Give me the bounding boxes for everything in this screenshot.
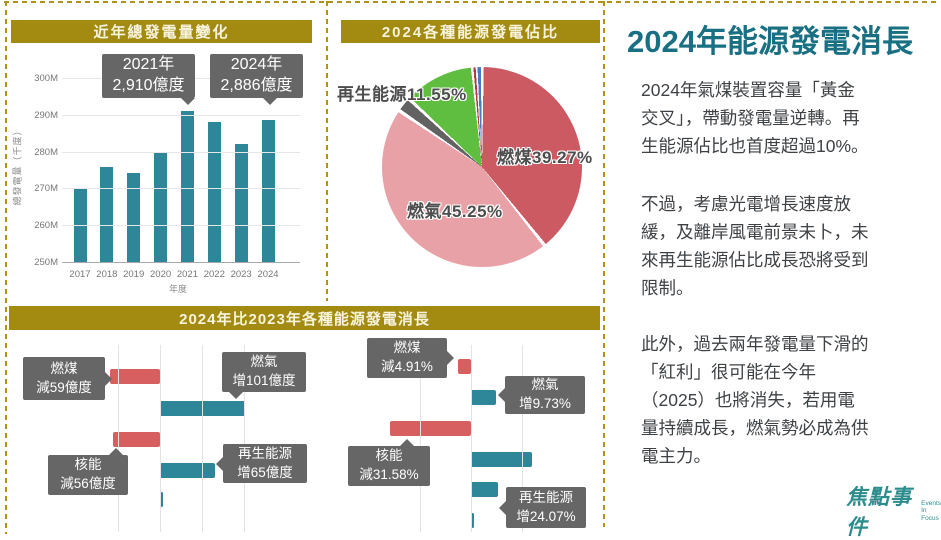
- divider-mid-charts: [326, 1, 328, 301]
- trend-y-axis-title: 總發電量（千度）: [12, 125, 23, 206]
- pie-label-coal: 燃煤39.27%: [497, 148, 593, 167]
- callout-name: 燃氣: [531, 377, 559, 393]
- divider-article: [603, 1, 605, 527]
- callout-change: 增101億度: [232, 373, 296, 388]
- callout-change: 減4.91%: [381, 359, 433, 374]
- publisher-logo-name: 焦點事件: [846, 486, 912, 539]
- change-bar: [471, 390, 496, 405]
- trend-gridline: [62, 188, 300, 190]
- change-gridline: [244, 345, 245, 532]
- callout-year: 2024年: [230, 56, 283, 74]
- change-gridline: [160, 345, 161, 532]
- pie-label-renewable: 再生能源11.55%: [337, 85, 467, 104]
- trend-bar: [154, 151, 168, 262]
- callout-2024-value: 2024年 2,886億度: [210, 54, 303, 105]
- callout-name: 再生能源: [238, 445, 292, 461]
- change-chart-header: 2024年比2023年各種能源發電消長: [9, 306, 600, 330]
- callout-gas-abs: 燃氣 增101億度: [222, 352, 306, 399]
- trend-x-axis-title: 年度: [168, 284, 187, 294]
- callout-name: 核能: [74, 457, 102, 473]
- change-bar: [471, 452, 533, 467]
- change-gridline: [118, 345, 119, 532]
- change-bar: [390, 421, 471, 436]
- callout-nuclear-pct: 核能 減31.58%: [348, 439, 430, 486]
- change-bar: [110, 369, 160, 384]
- callout-name: 燃氣: [250, 354, 278, 370]
- trend-chart-header: 近年總發電量變化: [11, 20, 312, 43]
- trend-ytick: 290M: [34, 109, 58, 121]
- change-bar: [160, 463, 215, 478]
- article-paragraph-1: 2024年氣煤裝置容量「黃金 交叉」，帶動發電量逆轉。再 生能源佔比也首度超過1…: [641, 80, 869, 156]
- callout-change: 增65億度: [237, 464, 293, 480]
- trend-xtick: 2023: [230, 269, 252, 280]
- callout-name: 核能: [375, 448, 403, 464]
- trend-gridline: [62, 225, 300, 227]
- trend-xtick: 2018: [96, 269, 118, 280]
- callout-2021-peak: 2021年 2,910億度: [102, 54, 195, 105]
- trend-xtick: 2019: [123, 269, 145, 280]
- callout-renewable-pct: 再生能源 增24.07%: [499, 487, 586, 528]
- callout-value: 2,910億度: [112, 77, 185, 94]
- trend-ytick: 300M: [34, 73, 58, 84]
- trend-xtick: 2020: [150, 269, 172, 280]
- change-gridline: [522, 345, 523, 532]
- callout-nuclear-abs: 核能 減56億度: [48, 448, 128, 495]
- trend-ytick: 270M: [34, 183, 58, 195]
- callout-gas-pct: 燃氣 增9.73%: [498, 376, 585, 414]
- trend-bar: [127, 172, 141, 262]
- trend-ytick: 280M: [34, 146, 58, 158]
- change-gridline: [420, 345, 421, 532]
- trend-bar: [234, 143, 248, 262]
- trend-gridline: [62, 262, 300, 263]
- callout-change: 減56億度: [60, 476, 116, 491]
- trend-bar: [100, 167, 114, 262]
- change-bar: [471, 513, 475, 528]
- callout-year: 2021年: [122, 56, 175, 74]
- energy-share-pie: [382, 67, 582, 267]
- callout-renewable-abs: 再生能源 增65億度: [216, 444, 307, 483]
- trend-ytick: 250M: [34, 257, 58, 268]
- callout-change: 增9.73%: [519, 396, 571, 411]
- article-paragraph-2: 不過，考慮光電增長速度放 緩，及離岸風電前景未卜，未 來再生能源佔比成長恐將受到…: [641, 194, 869, 298]
- trend-bar: [261, 119, 275, 262]
- divider-top: [4, 1, 937, 3]
- callout-coal-abs: 燃煤 減59億度: [23, 357, 112, 400]
- publisher-logo: 焦點事件 Events In Focus: [846, 481, 941, 540]
- change-gridline: [202, 345, 203, 532]
- trend-gridline: [62, 114, 300, 116]
- callout-value: 2,886億度: [220, 77, 293, 94]
- article-title: 2024年能源發電消長: [627, 24, 913, 59]
- change-bar: [160, 492, 164, 507]
- trend-gridline: [62, 151, 300, 153]
- trend-bar: [207, 121, 221, 262]
- trend-bar: [180, 111, 194, 262]
- pie-chart-header: 2024各種能源發電佔比: [341, 20, 600, 43]
- callout-name: 燃煤: [50, 360, 78, 376]
- pie-label-gas: 燃氣45.25%: [407, 202, 503, 221]
- callout-name: 再生能源: [519, 489, 573, 505]
- divider-left: [5, 1, 7, 534]
- change-bar: [112, 432, 160, 447]
- callout-change: 減31.58%: [359, 467, 419, 482]
- callout-coal-pct: 燃煤 減4.91%: [367, 338, 454, 378]
- callout-change: 增24.07%: [516, 508, 576, 524]
- trend-xtick: 2022: [203, 269, 225, 280]
- trend-xtick: 2017: [69, 269, 91, 280]
- change-bar: [471, 482, 499, 497]
- trend-xtick: 2024: [257, 269, 279, 280]
- change-bar: [458, 359, 471, 374]
- article-paragraph-3: 此外，過去兩年發電量下滑的 「紅利」很可能在今年 （2025）也將消失，若用電 …: [641, 334, 869, 466]
- callout-change: 減59億度: [36, 379, 92, 395]
- callout-name: 燃煤: [393, 340, 421, 356]
- trend-ytick: 260M: [34, 220, 58, 232]
- change-gridline: [471, 345, 472, 532]
- trend-xtick: 2021: [176, 269, 198, 280]
- publisher-logo-tagline: Events In Focus: [921, 499, 941, 522]
